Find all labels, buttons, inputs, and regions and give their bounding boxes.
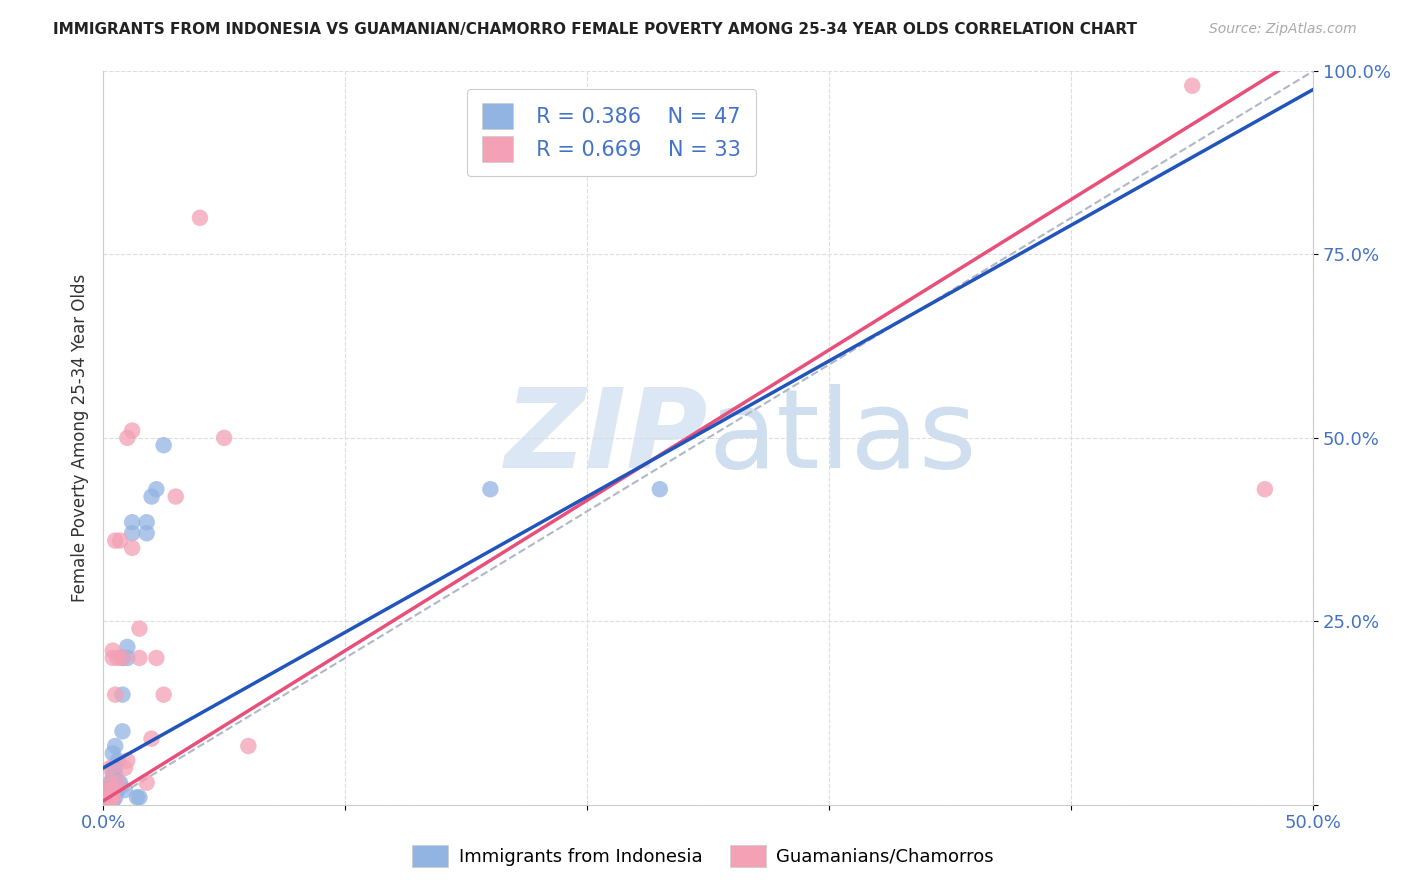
Point [100, 775, 122, 789]
Point [141, 490, 163, 504]
Point [100, 775, 122, 789]
Point [117, 754, 139, 768]
Point [108, 533, 131, 548]
Point [101, 643, 124, 657]
Legend:   R = 0.386    N = 47,   R = 0.669    N = 33: R = 0.386 N = 47, R = 0.669 N = 33 [467, 89, 756, 176]
Point [100, 761, 122, 775]
Point [108, 775, 131, 789]
Point [107, 783, 129, 797]
Point [117, 651, 139, 665]
Point [104, 533, 127, 548]
Point [97, 794, 120, 808]
Point [101, 790, 124, 805]
Point [100, 784, 122, 798]
Point [212, 431, 235, 445]
Point [165, 490, 187, 504]
Point [100, 783, 122, 797]
Point [104, 739, 127, 753]
Point [111, 651, 134, 665]
Point [100, 783, 122, 797]
Point [128, 622, 150, 636]
Point [152, 438, 174, 452]
Point [97, 792, 120, 806]
Point [141, 731, 163, 746]
Point [100, 794, 122, 808]
Y-axis label: Female Poverty Among 25-34 Year Olds: Female Poverty Among 25-34 Year Olds [72, 274, 89, 602]
Text: ZIP: ZIP [505, 384, 709, 491]
Point [117, 431, 139, 445]
Point [101, 768, 124, 782]
Point [121, 526, 143, 541]
Point [101, 783, 124, 797]
Point [145, 482, 167, 496]
Point [100, 792, 122, 806]
Point [121, 515, 143, 529]
Point [128, 790, 150, 805]
Point [100, 781, 122, 796]
Point [188, 211, 211, 225]
Point [152, 688, 174, 702]
Text: Source: ZipAtlas.com: Source: ZipAtlas.com [1209, 22, 1357, 37]
Point [238, 739, 260, 753]
Point [125, 790, 148, 805]
Point [1254, 482, 1277, 496]
Point [97, 794, 120, 808]
Point [100, 789, 122, 803]
Text: IMMIGRANTS FROM INDONESIA VS GUAMANIAN/CHAMORRO FEMALE POVERTY AMONG 25-34 YEAR : IMMIGRANTS FROM INDONESIA VS GUAMANIAN/C… [53, 22, 1137, 37]
Point [128, 651, 150, 665]
Text: atlas: atlas [709, 384, 977, 491]
Point [104, 688, 127, 702]
Point [114, 783, 136, 797]
Point [104, 761, 127, 775]
Point [101, 747, 124, 761]
Point [100, 790, 122, 805]
Point [107, 775, 129, 789]
Legend: Immigrants from Indonesia, Guamanians/Chamorros: Immigrants from Indonesia, Guamanians/Ch… [405, 838, 1001, 874]
Point [101, 651, 124, 665]
Point [135, 526, 157, 541]
Point [101, 787, 124, 801]
Point [117, 640, 139, 654]
Point [100, 790, 122, 805]
Point [111, 651, 134, 665]
Point [1181, 78, 1204, 93]
Point [135, 775, 157, 789]
Point [479, 482, 502, 496]
Point [101, 790, 124, 805]
Point [104, 768, 127, 782]
Point [101, 794, 124, 808]
Point [100, 787, 122, 801]
Point [121, 541, 143, 555]
Point [101, 761, 124, 775]
Point [107, 754, 129, 768]
Point [648, 482, 671, 496]
Point [107, 775, 129, 789]
Point [111, 724, 134, 739]
Point [107, 651, 129, 665]
Point [114, 761, 136, 775]
Point [100, 794, 122, 808]
Point [104, 790, 127, 805]
Point [100, 780, 122, 794]
Point [135, 515, 157, 529]
Point [104, 780, 127, 794]
Point [111, 688, 134, 702]
Point [121, 424, 143, 438]
Point [101, 775, 124, 789]
Point [145, 651, 167, 665]
Point [101, 783, 124, 797]
Point [104, 775, 127, 789]
